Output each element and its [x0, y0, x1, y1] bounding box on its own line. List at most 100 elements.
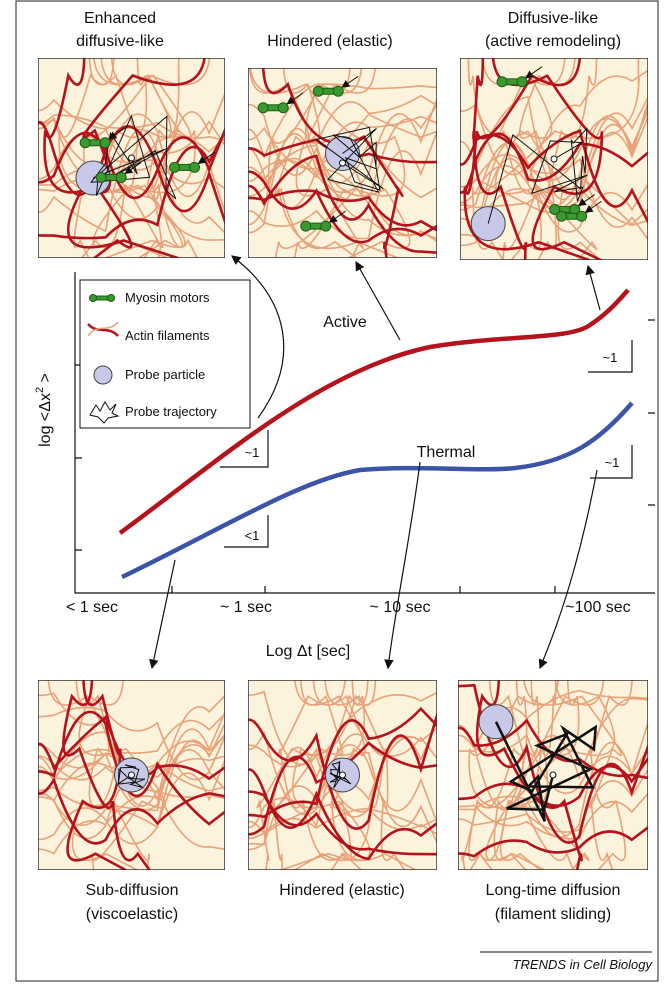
filament [294, 680, 406, 870]
filament [589, 680, 633, 870]
filament [38, 710, 225, 826]
filament [458, 683, 648, 844]
arrows [149, 255, 601, 670]
filament [248, 710, 437, 830]
filament [248, 103, 437, 210]
trajectory [494, 721, 598, 822]
filament [458, 825, 648, 858]
filament [43, 58, 133, 258]
force-arrow [525, 66, 543, 79]
origin [549, 771, 557, 779]
x-axis-label: Log Δt [sec] [266, 643, 351, 660]
filament [460, 95, 648, 226]
panel-title: (filament sliding) [495, 906, 611, 923]
slope-label: ~1 [245, 445, 260, 460]
panel [458, 680, 648, 870]
filament [248, 807, 437, 840]
filament [38, 776, 225, 845]
filament [38, 734, 225, 802]
origin [339, 159, 346, 167]
x-tick-label: ~ 1 sec [220, 599, 272, 616]
panel [38, 680, 225, 870]
filament [461, 680, 580, 870]
y-label-text: log <Δx [37, 393, 54, 447]
motor [79, 137, 111, 149]
motor-head [115, 171, 127, 183]
filament [38, 755, 225, 800]
filament [261, 68, 404, 258]
motor [169, 161, 201, 173]
panel-title: (viscoelastic) [86, 906, 178, 923]
motor-head [320, 220, 332, 232]
filament [248, 83, 437, 160]
slope-marks [220, 340, 633, 548]
filament [469, 680, 526, 870]
frame [15, 0, 659, 982]
motor-head [516, 76, 528, 88]
slope-label: ~1 [605, 455, 620, 470]
slope-label: <1 [245, 528, 260, 543]
panel [248, 680, 437, 870]
filament [248, 691, 437, 851]
filament [67, 58, 206, 258]
filament [458, 792, 648, 840]
filament [460, 114, 648, 229]
force-arrow [108, 127, 126, 140]
filament [58, 58, 186, 258]
motor-head [312, 85, 324, 97]
motor-head [99, 137, 111, 149]
motor-head [496, 76, 508, 88]
filament [248, 94, 437, 181]
force-arrow [286, 92, 304, 105]
filament [475, 680, 583, 870]
motor-head [576, 210, 588, 222]
filament [248, 115, 437, 182]
filament [248, 113, 437, 225]
filament [458, 689, 648, 752]
x-tick-label: ~100 sec [565, 599, 630, 616]
trajectory [90, 114, 177, 200]
filament [249, 68, 406, 258]
panel [38, 58, 225, 258]
filament [306, 68, 411, 258]
origin [550, 155, 558, 163]
motor-head [332, 85, 344, 97]
panel-title: Sub-diffusion [85, 882, 178, 899]
filament [38, 694, 225, 840]
filament [460, 99, 648, 211]
filament [248, 768, 437, 861]
filament [92, 58, 199, 258]
filament [38, 91, 225, 200]
filament [497, 58, 566, 260]
y-axis-label: log <Δx2 > [34, 373, 54, 447]
force-arrow [577, 194, 595, 207]
filament [38, 126, 225, 200]
filament [282, 68, 364, 258]
origin [339, 771, 346, 779]
x-tick-label: ~ 10 sec [370, 599, 431, 616]
filament [248, 751, 437, 846]
motor-head [189, 161, 201, 173]
trajectory [314, 126, 384, 193]
panels [38, 58, 648, 870]
panel-title: (active remodeling) [485, 33, 621, 50]
thermal-curve [121, 401, 634, 580]
filament [458, 768, 648, 833]
origin [128, 771, 135, 779]
filament [458, 733, 648, 795]
motor-head [169, 161, 181, 173]
filament [460, 132, 648, 194]
legend-icons [87, 294, 120, 424]
filament [467, 58, 602, 260]
motor-head [257, 102, 269, 114]
legend-entry: Probe particle [125, 367, 205, 382]
force-arrow [341, 75, 359, 88]
panel [248, 68, 437, 258]
filament [468, 680, 590, 870]
filament [62, 680, 152, 870]
y-label-sup: 2 [34, 387, 46, 393]
filament [248, 790, 437, 856]
filament [248, 741, 437, 836]
filament [38, 732, 225, 855]
force-arrow [197, 151, 215, 164]
